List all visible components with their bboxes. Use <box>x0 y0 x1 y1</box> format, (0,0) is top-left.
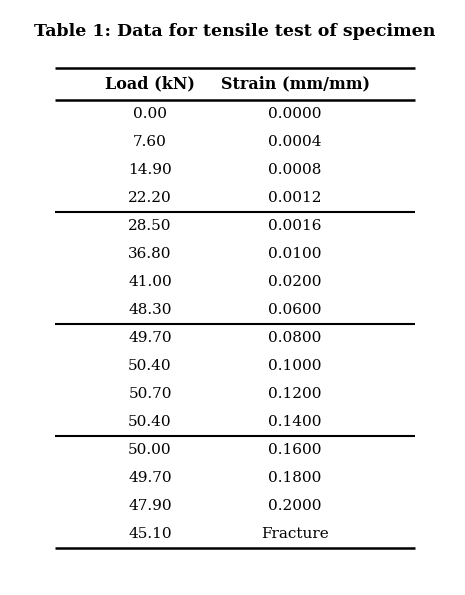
Text: Load (kN): Load (kN) <box>105 76 195 92</box>
Text: Table 1: Data for tensile test of specimen: Table 1: Data for tensile test of specim… <box>34 23 436 40</box>
Text: 0.00: 0.00 <box>133 107 167 121</box>
Text: 0.1200: 0.1200 <box>268 387 322 401</box>
Text: 47.90: 47.90 <box>128 499 172 513</box>
Text: 0.1600: 0.1600 <box>268 443 322 457</box>
Text: 41.00: 41.00 <box>128 275 172 289</box>
Text: 0.0000: 0.0000 <box>268 107 322 121</box>
Text: 50.70: 50.70 <box>128 387 172 401</box>
Text: 0.0004: 0.0004 <box>268 135 322 149</box>
Text: 49.70: 49.70 <box>128 471 172 485</box>
Text: 0.0600: 0.0600 <box>268 303 322 317</box>
Text: 50.40: 50.40 <box>128 359 172 373</box>
Text: 0.0012: 0.0012 <box>268 191 322 205</box>
Text: 0.0008: 0.0008 <box>268 163 322 177</box>
Text: Strain (mm/mm): Strain (mm/mm) <box>220 76 370 92</box>
Text: 0.0100: 0.0100 <box>268 247 322 261</box>
Text: Fracture: Fracture <box>261 527 329 541</box>
Text: 0.0016: 0.0016 <box>268 219 322 233</box>
Text: 0.2000: 0.2000 <box>268 499 322 513</box>
Text: 36.80: 36.80 <box>128 247 172 261</box>
Text: 7.60: 7.60 <box>133 135 167 149</box>
Text: 48.30: 48.30 <box>128 303 172 317</box>
Text: 50.00: 50.00 <box>128 443 172 457</box>
Text: 45.10: 45.10 <box>128 527 172 541</box>
Text: 0.0800: 0.0800 <box>268 331 322 345</box>
Text: 50.40: 50.40 <box>128 415 172 429</box>
Text: 28.50: 28.50 <box>128 219 172 233</box>
Text: 0.1400: 0.1400 <box>268 415 322 429</box>
Text: 0.0200: 0.0200 <box>268 275 322 289</box>
Text: 49.70: 49.70 <box>128 331 172 345</box>
Text: 0.1000: 0.1000 <box>268 359 322 373</box>
Text: 14.90: 14.90 <box>128 163 172 177</box>
Text: 0.1800: 0.1800 <box>268 471 322 485</box>
Text: 22.20: 22.20 <box>128 191 172 205</box>
